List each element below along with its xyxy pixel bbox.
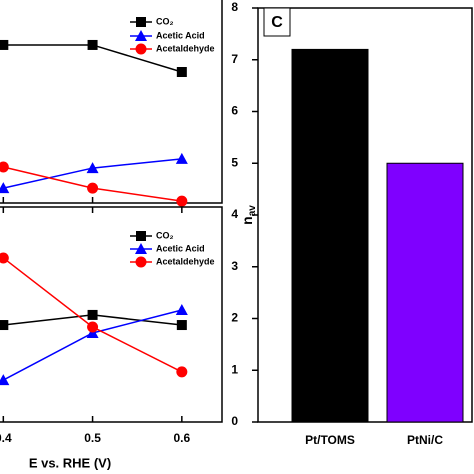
point [0,374,10,386]
point [176,67,187,78]
y-axis-label-main: n [239,216,255,225]
bar [386,162,464,423]
point [176,320,187,331]
y-tick-label: 5 [231,155,238,169]
plot-frame [0,206,223,423]
panel-label: C [271,14,283,31]
plot-frame [0,0,223,204]
series-line [2,309,183,381]
point [0,182,10,194]
y-tick-label: 6 [231,104,238,118]
legend-label: CO₂ [156,16,174,26]
point [86,326,99,338]
point [0,39,9,50]
point [87,321,99,333]
point [0,161,9,173]
y-tick-label: 1 [231,362,238,376]
legend-label: CO₂ [156,230,174,240]
legend-marker [136,231,146,241]
legend-label: Acetaldehyde [156,43,215,53]
panel-label-box [263,7,291,37]
legend-label: Acetic Acid [156,30,205,40]
point [176,195,188,207]
legend-marker [136,17,146,27]
legend-marker [135,30,147,41]
y-axis-label-sub: av [247,205,258,217]
point [86,162,99,174]
point [87,39,98,50]
x-axis-label: E vs. RHE (V) [29,455,111,470]
point [87,309,98,320]
y-tick-label: 2 [231,311,238,325]
point [0,252,9,264]
x-tick-label: PtNi/C [407,433,443,447]
point [175,303,188,315]
bar [291,48,369,423]
y-tick-label: 4 [231,207,238,221]
y-tick-label: 0 [231,414,238,428]
point [176,366,188,378]
legend-label: Acetic Acid [156,243,205,253]
point [87,182,99,194]
x-tick-label: 0.6 [173,431,190,445]
y-tick-label: 7 [231,52,238,66]
y-tick-label: 8 [231,0,238,14]
legend-marker [135,43,147,55]
legend-marker [135,243,147,254]
point [0,320,9,331]
y-axis-label: nav [239,205,258,225]
y-tick-label: 3 [231,259,238,273]
x-tick-label: 0.5 [84,431,101,445]
x-tick-label: Pt/TOMS [305,433,355,447]
point [175,152,188,164]
legend-label: Acetaldehyde [156,256,215,266]
legend-marker [135,256,147,268]
x-tick-label: 0.4 [0,431,12,445]
